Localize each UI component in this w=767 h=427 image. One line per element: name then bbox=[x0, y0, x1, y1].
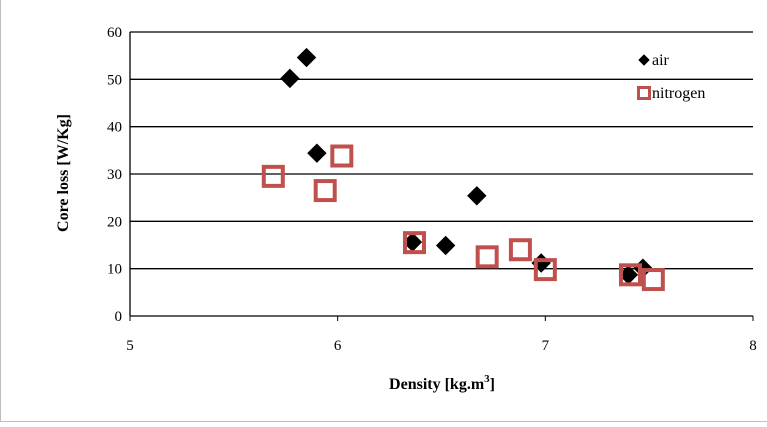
x-axis-title-superscript: 3 bbox=[484, 373, 490, 385]
y-tick-label-30: 30 bbox=[107, 167, 122, 183]
y-axis-title: Core loss [W/Kg] bbox=[55, 114, 72, 232]
y-tick-label-10: 10 bbox=[107, 262, 122, 278]
y-tick-label-0: 0 bbox=[115, 309, 123, 325]
point-air-1 bbox=[296, 47, 317, 68]
legend-marker-air bbox=[638, 54, 650, 66]
legend-label-nitrogen: nitrogen bbox=[652, 85, 705, 102]
point-nitrogen-6 bbox=[533, 258, 557, 282]
point-nitrogen-3 bbox=[403, 231, 427, 255]
point-nitrogen-8 bbox=[641, 268, 665, 292]
point-air-4 bbox=[435, 235, 456, 256]
x-axis-title-close: ] bbox=[490, 376, 495, 393]
x-axis-title-main: Density [kg.m bbox=[389, 376, 485, 393]
x-tick-label-7: 7 bbox=[542, 338, 550, 354]
point-nitrogen-7 bbox=[618, 263, 642, 287]
point-air-0 bbox=[280, 68, 300, 89]
y-tick-label-40: 40 bbox=[107, 120, 122, 136]
point-air-2 bbox=[307, 143, 327, 163]
legend: air nitrogen bbox=[637, 52, 705, 102]
tick-labels: 0 10 20 30 40 50 60 5 6 7 8 bbox=[107, 25, 757, 354]
legend-label-air: air bbox=[652, 52, 670, 69]
point-nitrogen-5 bbox=[508, 238, 532, 262]
point-nitrogen-2 bbox=[330, 144, 354, 168]
point-nitrogen-0 bbox=[261, 164, 285, 188]
point-nitrogen-1 bbox=[313, 179, 337, 203]
legend-marker-nitrogen bbox=[637, 86, 651, 100]
y-tick-label-50: 50 bbox=[107, 72, 122, 88]
x-tick-label-6: 6 bbox=[334, 338, 342, 354]
data-points bbox=[261, 47, 665, 292]
x-tick-label-8: 8 bbox=[749, 338, 757, 354]
y-tick-label-60: 60 bbox=[107, 25, 122, 41]
x-tick-label-5: 5 bbox=[126, 338, 134, 354]
x-axis-title: Density [kg.m3] bbox=[389, 373, 495, 393]
axes bbox=[129, 32, 754, 321]
point-nitrogen-4 bbox=[475, 245, 499, 269]
y-tick-label-20: 20 bbox=[107, 214, 122, 230]
point-air-5 bbox=[467, 186, 487, 206]
